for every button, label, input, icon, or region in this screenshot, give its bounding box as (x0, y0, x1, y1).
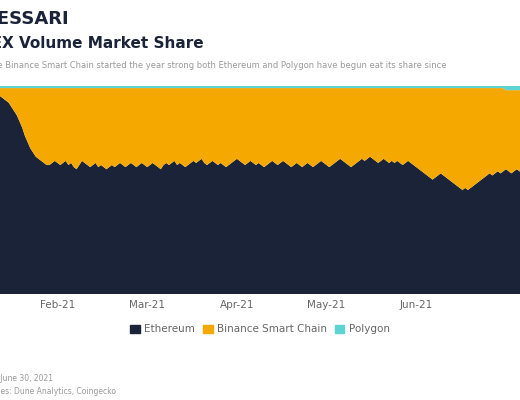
Text: As of June 30, 2021
Sources: Dune Analytics, Coingecko: As of June 30, 2021 Sources: Dune Analyt… (0, 374, 116, 396)
Text: MESSARI: MESSARI (0, 10, 69, 28)
Text: DEX Volume Market Share: DEX Volume Market Share (0, 36, 204, 51)
Legend: Ethereum, Binance Smart Chain, Polygon: Ethereum, Binance Smart Chain, Polygon (126, 320, 394, 338)
Text: While Binance Smart Chain started the year strong both Ethereum and Polygon have: While Binance Smart Chain started the ye… (0, 61, 447, 70)
